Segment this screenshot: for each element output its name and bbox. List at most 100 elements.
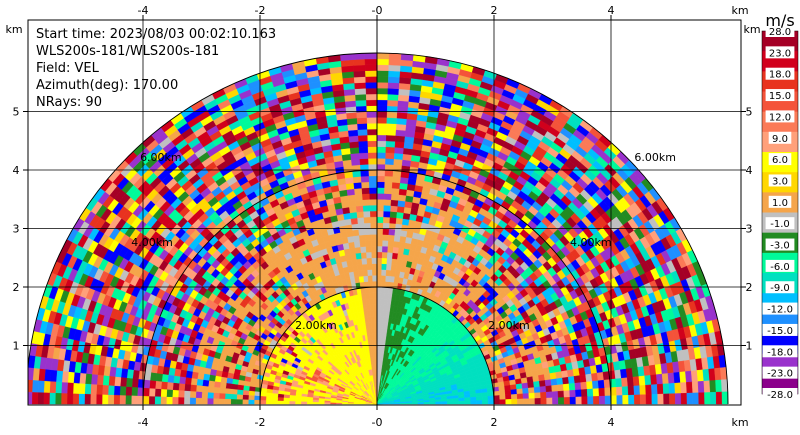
velocity-cell (388, 228, 396, 236)
velocity-cell (353, 76, 366, 84)
velocity-cell (367, 269, 373, 276)
velocity-cell (125, 395, 132, 405)
velocity-cell (369, 204, 378, 212)
velocity-cell (370, 228, 378, 235)
velocity-cell (370, 210, 378, 218)
velocity-cell (367, 140, 378, 147)
velocity-cell (373, 298, 378, 305)
velocity-cell (386, 129, 397, 136)
velocity-cell (190, 377, 198, 386)
velocity-cell (389, 211, 398, 219)
velocity-cell (254, 395, 261, 401)
velocity-cell (345, 182, 355, 190)
velocity-cell (248, 394, 255, 400)
velocity-cell (376, 286, 382, 294)
velocity-cell (161, 373, 169, 383)
velocity-cell (376, 64, 390, 71)
velocity-cell (178, 389, 185, 398)
velocity-cell (395, 129, 406, 137)
velocity-cell (376, 269, 382, 276)
velocity-cell (390, 199, 399, 207)
velocity-cell (55, 381, 63, 394)
velocity-cell (366, 117, 378, 124)
velocity-cell (397, 100, 410, 108)
velocity-cell (358, 228, 366, 236)
velocity-cell (362, 199, 371, 206)
velocity-cell (385, 275, 391, 283)
velocity-cell (388, 70, 401, 78)
velocity-cell (370, 216, 378, 223)
velocity-cell (371, 239, 378, 247)
velocity-cell (392, 246, 400, 254)
velocity-cell (349, 247, 357, 255)
velocity-cell (371, 251, 378, 259)
velocity-cell (271, 400, 278, 405)
velocity-cell (108, 375, 116, 386)
velocity-cell (349, 147, 360, 155)
velocity-cell (357, 264, 364, 271)
velocity-cell (67, 371, 75, 383)
velocity-cell (37, 380, 45, 393)
velocity-cell (394, 229, 402, 237)
velocity-cell (349, 141, 360, 149)
velocity-cell (213, 392, 220, 399)
velocity-cell (367, 146, 378, 153)
velocity-cell (376, 199, 385, 206)
velocity-cell (225, 387, 232, 395)
velocity-cell (219, 387, 226, 394)
velocity-cell (353, 182, 363, 189)
velocity-cell (365, 87, 378, 95)
velocity-cell (350, 253, 357, 261)
velocity-cell (387, 240, 395, 248)
velocity-cell (384, 187, 393, 195)
velocity-cell (66, 382, 74, 394)
velocity-cell (178, 382, 186, 391)
velocity-cell (289, 400, 296, 405)
velocity-cell (61, 381, 68, 394)
velocity-cell (391, 182, 401, 189)
velocity-cell (376, 275, 382, 282)
velocity-cell (349, 205, 358, 214)
velocity-cell (355, 199, 364, 207)
velocity-cell (28, 367, 34, 381)
velocity-cell (358, 146, 369, 154)
velocity-cell (368, 281, 374, 288)
velocity-cell (376, 263, 383, 270)
velocity-cell (173, 375, 181, 384)
velocity-cell (136, 395, 144, 405)
velocity-cell (393, 240, 401, 248)
velocity-cell (202, 379, 210, 387)
velocity-cell (370, 310, 375, 317)
velocity-cell (371, 257, 378, 264)
velocity-cell (346, 229, 354, 238)
velocity-cell (368, 152, 378, 159)
velocity-cell (355, 252, 362, 260)
velocity-cell (390, 205, 399, 213)
velocity-cell (43, 392, 50, 405)
velocity-cell (383, 199, 392, 206)
velocity-cell (393, 235, 401, 243)
velocity-cell (376, 117, 388, 124)
velocity-cell (355, 93, 367, 101)
velocity-cell (119, 385, 127, 396)
velocity-cell (365, 70, 378, 77)
velocity-cell (395, 223, 403, 231)
velocity-cell (370, 222, 378, 229)
velocity-cell (363, 216, 371, 224)
velocity-cell (361, 181, 370, 189)
velocity-cell (259, 399, 267, 405)
velocity-cell (384, 175, 394, 183)
velocity-cell (300, 401, 308, 405)
velocity-cell (72, 393, 80, 405)
velocity-cell (355, 99, 367, 107)
velocity-cell (386, 252, 394, 259)
velocity-cell (131, 395, 138, 405)
velocity-cell (101, 394, 109, 405)
velocity-cell (382, 240, 389, 247)
velocity-cell (372, 292, 378, 299)
velocity-cell (360, 175, 370, 183)
velocity-cell (160, 396, 167, 405)
velocity-cell (368, 163, 378, 171)
velocity-cell (31, 379, 39, 393)
